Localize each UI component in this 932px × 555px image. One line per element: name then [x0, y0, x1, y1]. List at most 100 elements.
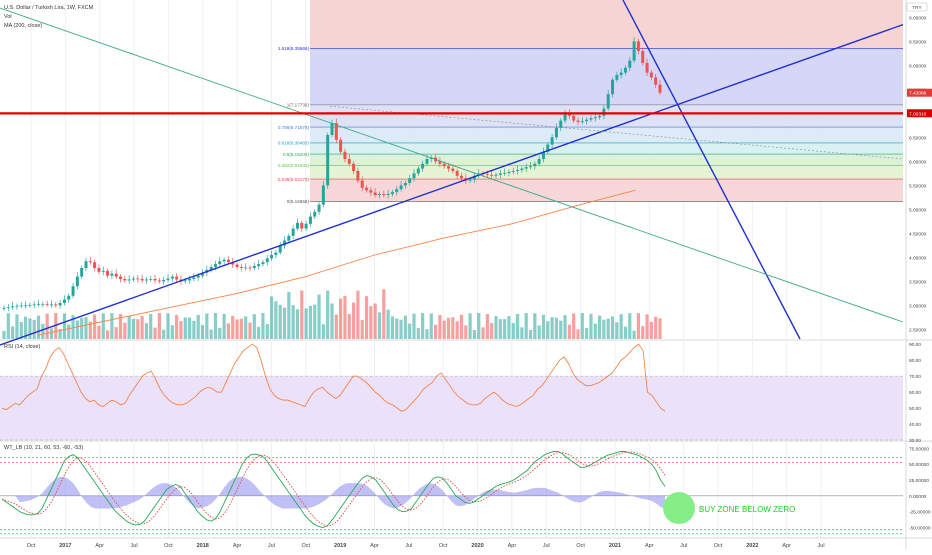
- volume-bar: [67, 324, 71, 339]
- volume-bar: [524, 313, 528, 339]
- volume-bar: [28, 318, 32, 339]
- candle-body: [58, 303, 62, 306]
- volume-legend[interactable]: Vol: [4, 14, 12, 20]
- candle-body: [291, 228, 295, 236]
- candle-body: [75, 276, 79, 287]
- ma-legend[interactable]: MA (200, close): [4, 23, 42, 29]
- candle-body: [110, 273, 114, 276]
- x-tick-label: Jul: [268, 543, 275, 549]
- buy-zone-text: BUY ZONE BELOW ZERO: [699, 505, 795, 514]
- candle-body: [490, 174, 494, 176]
- candle-body: [498, 173, 502, 175]
- rsi-axis-label: 50.00: [909, 406, 921, 412]
- volume-bar: [334, 314, 338, 339]
- candle-body: [360, 180, 364, 188]
- volume-bar: [231, 315, 235, 339]
- volume-bar: [144, 323, 149, 339]
- volume-bar: [162, 329, 166, 339]
- volume-bar: [481, 327, 485, 339]
- volume-bar: [54, 313, 58, 339]
- candle-body: [123, 279, 127, 281]
- candle-body: [408, 178, 412, 183]
- x-tick-label: Oct: [164, 543, 173, 549]
- candle-body: [442, 163, 446, 167]
- candle-body: [218, 261, 222, 265]
- volume-bar: [222, 313, 226, 339]
- volume-bar: [477, 313, 481, 339]
- price-axis-label: 3.50000: [909, 279, 927, 285]
- rsi-axis-label: 80.00: [909, 358, 921, 364]
- candle-body: [114, 273, 118, 277]
- x-tick-label: Oct: [714, 543, 723, 549]
- volume-bar: [515, 313, 520, 339]
- candle-body: [62, 299, 66, 303]
- candle-body: [136, 278, 140, 280]
- x-tick-label: 2021: [609, 543, 621, 549]
- wt-legend[interactable]: WT_LB (10, 21, 60, 53, -60, -53): [4, 445, 83, 451]
- rsi-line: [1, 343, 666, 412]
- candle-body: [252, 266, 256, 268]
- candle-body: [287, 235, 291, 241]
- candle-body: [421, 163, 425, 169]
- candle-body: [330, 123, 334, 135]
- volume-bar: [623, 326, 628, 339]
- candle-body: [606, 94, 610, 109]
- volume-bar: [274, 301, 278, 339]
- volume-bar: [179, 321, 183, 339]
- candle-body: [127, 279, 131, 281]
- volume-bar: [269, 296, 274, 339]
- wt1-line: [1, 451, 666, 528]
- volume-bar: [2, 331, 6, 339]
- volume-bar: [170, 325, 174, 339]
- volume-bar: [32, 319, 36, 339]
- price-axis-label: 6.50000: [909, 135, 927, 141]
- symbol-title[interactable]: U.S. Dollar / Turkish Lira, 1W, FXCM: [4, 5, 94, 11]
- candle-body: [356, 171, 360, 181]
- candle-body: [377, 194, 381, 195]
- candle-body: [209, 267, 213, 270]
- x-tick-label: Jul: [131, 543, 138, 549]
- candle-body: [632, 41, 636, 61]
- candle-body: [49, 304, 53, 306]
- candle-body: [313, 211, 317, 217]
- candle-body: [93, 262, 97, 268]
- fib-zone: [310, 104, 903, 128]
- candle-body: [201, 272, 205, 276]
- candle-body: [321, 185, 325, 205]
- candle-body: [140, 279, 144, 281]
- volume-bar: [196, 314, 200, 339]
- candle-body: [593, 117, 597, 119]
- volume-bar: [597, 315, 602, 339]
- wt-axis-label: 50.00000: [909, 462, 929, 468]
- volume-bar: [528, 330, 533, 339]
- rsi-band: [0, 376, 903, 440]
- buy-zone-marker: [663, 492, 695, 524]
- volume-bar: [347, 314, 351, 339]
- price-axis-label: 2.50000: [909, 327, 927, 333]
- candle-body: [598, 115, 602, 118]
- volume-bar: [563, 315, 567, 339]
- candle-body: [412, 173, 416, 179]
- candle-body: [265, 258, 269, 263]
- x-tick-label: Apr: [645, 543, 654, 549]
- x-tick-label: Oct: [302, 543, 311, 549]
- candle-body: [520, 168, 524, 171]
- key-level-tag: [907, 109, 932, 118]
- volume-bar: [226, 323, 231, 339]
- volume-bar: [41, 323, 45, 339]
- candle-body: [24, 305, 28, 307]
- candle-body: [615, 75, 619, 80]
- x-tick-label: Apr: [782, 543, 791, 549]
- rsi-legend[interactable]: RSI (14, close): [4, 344, 41, 350]
- price-axis-label: 8.00000: [909, 63, 927, 69]
- volume-bar: [213, 313, 218, 339]
- volume-bar: [593, 323, 597, 339]
- volume-bar: [175, 314, 179, 339]
- fib-level-label: 1.618(8.35566): [278, 46, 310, 51]
- candle-body: [339, 139, 343, 152]
- volume-bar: [610, 316, 615, 339]
- volume-bar: [416, 328, 420, 339]
- fib-level-label: 0.236(5.63173): [278, 177, 310, 182]
